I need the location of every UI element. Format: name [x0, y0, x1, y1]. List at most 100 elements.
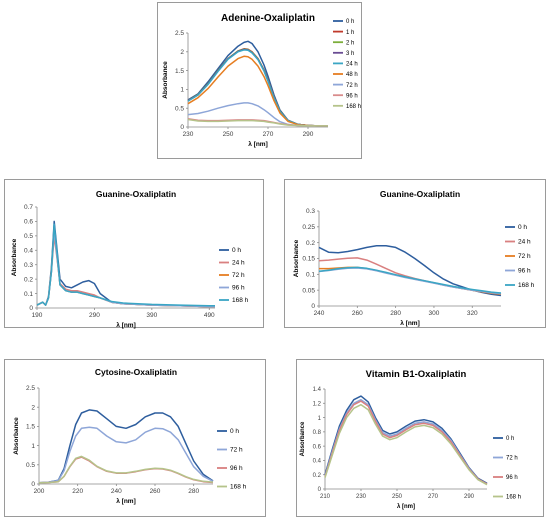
legend-label-168-h: 168 h	[346, 104, 361, 110]
legend-label-72-h: 72 h	[346, 83, 358, 89]
y-tick-label: 0.5	[24, 233, 33, 240]
y-tick-label: 0.2	[306, 240, 315, 247]
y-tick-label: 0	[31, 481, 35, 488]
chart-title: Guanine-Oxaliplatin	[380, 189, 460, 199]
y-tick-label: 0.4	[24, 247, 33, 254]
x-tick-label: 390	[146, 312, 157, 319]
y-tick-label: 0.1	[24, 291, 33, 298]
y-tick-label: 0.15	[302, 256, 315, 263]
x-tick-label: 200	[34, 488, 45, 495]
x-tick-label: 270	[428, 494, 439, 500]
x-tick-label: 240	[314, 310, 325, 317]
series-line-96-h	[324, 400, 488, 485]
y-tick-label: 2.5	[175, 30, 184, 37]
chart-svg-guanine-zoom: Guanine-Oxaliplatin 0 0.05 0.1 0.15 0.2 0.25 0.…	[293, 189, 535, 327]
x-tick-label: 260	[150, 488, 161, 495]
x-tick-label: 280	[188, 488, 199, 495]
series-line-168-h	[187, 118, 328, 127]
legend-label-0-h: 0 h	[230, 428, 239, 435]
series-line-72-h	[38, 426, 214, 484]
legend-label-96-h: 96 h	[346, 93, 358, 99]
series-line-168-h	[318, 266, 502, 294]
y-tick-label: 0	[318, 487, 322, 493]
x-tick-label: 300	[429, 310, 440, 317]
chart-panel-cytosine: Cytosine-Oxaliplatin 0 0.5 1 1.5 2 2.5 200 220 24…	[4, 359, 266, 517]
x-tick-label: 230	[356, 494, 367, 500]
legend-label-0-h: 0 h	[518, 224, 527, 231]
y-tick-label: 0.2	[24, 276, 33, 283]
legend-label-0-h: 0 h	[506, 436, 514, 442]
series-line-0-h	[36, 220, 215, 308]
legend-label-168-h: 168 h	[506, 495, 521, 501]
chart-svg-cytosine: Cytosine-Oxaliplatin 0 0.5 1 1.5 2 2.5 200 220 24…	[13, 367, 247, 505]
y-axis-label: Absorbance	[13, 417, 20, 455]
y-tick-label: 1	[31, 443, 35, 450]
x-tick-label: 290	[89, 312, 100, 319]
chart-panel-vitamin-b1: Vitamin B1-Oxaliplatin 0 0.2 0.4 0.6 0.8 1 1.2 1…	[296, 359, 544, 517]
y-axis-label: Absorbance	[162, 61, 169, 99]
y-tick-label: 0.6	[313, 444, 322, 450]
series-line-168-h	[324, 403, 488, 486]
y-axis-label: Absorbance	[11, 238, 18, 276]
x-axis-label: λ [nm]	[400, 319, 420, 327]
y-tick-label: 1	[180, 87, 184, 94]
y-tick-label: 1.2	[313, 401, 322, 407]
y-tick-label: 0.8	[313, 430, 322, 436]
legend-label-48-h: 48 h	[346, 72, 358, 78]
y-tick-label: 0.4	[313, 459, 322, 465]
legend-label-0-h: 0 h	[346, 19, 354, 25]
legend-label-24-h: 24 h	[346, 62, 358, 68]
legend-label-168-h: 168 h	[232, 297, 249, 304]
x-tick-label: 290	[303, 131, 314, 138]
chart-panel-adenine: Adenine-Oxaliplatin 0 0.5 1 1.5 2 2.5 230 250 270…	[157, 2, 362, 159]
x-axis-label: λ [nm]	[248, 140, 268, 148]
x-tick-label: 230	[183, 131, 194, 138]
legend-label-2-h: 2 h	[346, 40, 354, 46]
series-line-72-h	[187, 102, 328, 127]
chart-title: Vitamin B1-Oxaliplatin	[366, 369, 467, 380]
chart-svg-guanine-full: Guanine-Oxaliplatin 0 0.1 0.2 0.3 0.4 0.5 0.6 0.…	[11, 189, 249, 329]
legend-label-72-h: 72 h	[518, 253, 531, 260]
chart-title: Adenine-Oxaliplatin	[221, 13, 315, 24]
legend-label-24-h: 24 h	[232, 260, 245, 267]
y-axis-label: Absorbance	[300, 421, 306, 456]
x-tick-label: 280	[390, 310, 401, 317]
y-axis-label: Absorbance	[293, 239, 300, 277]
x-tick-label: 210	[320, 494, 331, 500]
series-line-24-h	[36, 235, 215, 308]
legend-label-96-h: 96 h	[518, 268, 531, 275]
y-tick-label: 0.25	[302, 224, 315, 231]
y-tick-label: 0.1	[306, 272, 315, 279]
legend-label-168-h: 168 h	[230, 484, 247, 491]
legend-label-168-h: 168 h	[518, 282, 535, 289]
y-tick-label: 0.3	[306, 208, 315, 215]
x-tick-label: 250	[392, 494, 403, 500]
chart-title: Cytosine-Oxaliplatin	[95, 367, 177, 377]
y-tick-label: 1.5	[26, 424, 35, 431]
x-tick-label: 320	[467, 310, 478, 317]
series-line-24-h	[318, 257, 502, 295]
x-tick-label: 240	[111, 488, 122, 495]
x-tick-label: 190	[32, 312, 43, 319]
series-line-168-h	[36, 223, 215, 307]
x-tick-label: 250	[223, 131, 234, 138]
chart-title: Guanine-Oxaliplatin	[96, 189, 176, 199]
legend-label-72-h: 72 h	[506, 456, 518, 462]
legend-label-3-h: 3 h	[346, 51, 354, 57]
y-tick-label: 0.7	[24, 204, 33, 211]
legend-label-0-h: 0 h	[232, 247, 241, 254]
series-line-72-h	[36, 227, 215, 308]
chart-svg-vitamin-b1: Vitamin B1-Oxaliplatin 0 0.2 0.4 0.6 0.8 1 1.2 1…	[300, 369, 521, 510]
legend-label-1-h: 1 h	[346, 30, 354, 36]
y-tick-label: 0.05	[302, 287, 315, 294]
y-tick-label: 0.3	[24, 262, 33, 269]
y-tick-label: 1	[318, 416, 322, 422]
y-tick-label: 2	[31, 404, 35, 411]
legend-label-72-h: 72 h	[230, 447, 243, 454]
x-tick-label: 490	[204, 312, 215, 319]
series-line-0-h	[38, 409, 214, 484]
y-tick-label: 2.5	[26, 385, 35, 392]
x-axis-label: λ [nm]	[116, 497, 136, 505]
x-axis-label: λ [nm]	[116, 321, 136, 329]
y-tick-label: 0.6	[24, 219, 33, 226]
